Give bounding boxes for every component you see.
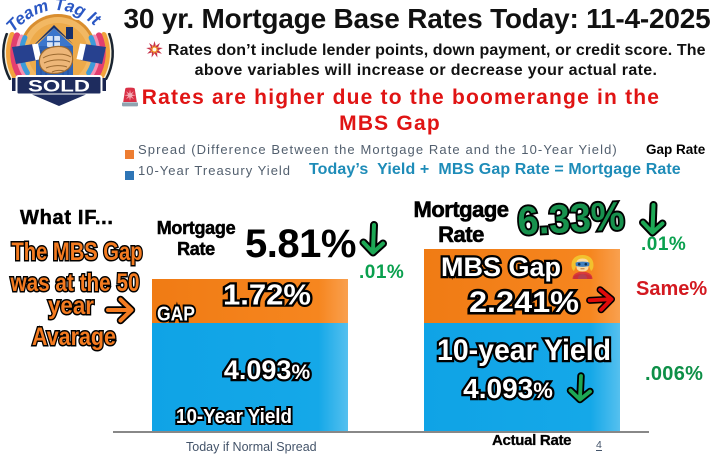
svg-text:6.33%: 6.33%: [516, 194, 625, 244]
svg-text:1.72%: 1.72%: [223, 280, 311, 312]
svg-text:10-year Yield: 10-year Yield: [437, 334, 611, 367]
svg-text:was at the 50: was at the 50: [10, 269, 140, 297]
svg-text:2.241%: 2.241%: [469, 286, 579, 319]
svg-text:4.093%: 4.093%: [224, 355, 311, 385]
svg-text:GAP: GAP: [157, 304, 195, 326]
svg-text:The MBS Gap: The MBS Gap: [12, 238, 143, 266]
svg-text:year: year: [48, 292, 94, 320]
svg-text:MBS Gap: MBS Gap: [441, 252, 561, 282]
svg-text:SOLD: SOLD: [28, 77, 90, 96]
svg-text:4.093%: 4.093%: [463, 373, 553, 404]
svg-text:10-Year Yield: 10-Year Yield: [176, 406, 292, 428]
svg-text:Avarage: Avarage: [32, 323, 116, 351]
